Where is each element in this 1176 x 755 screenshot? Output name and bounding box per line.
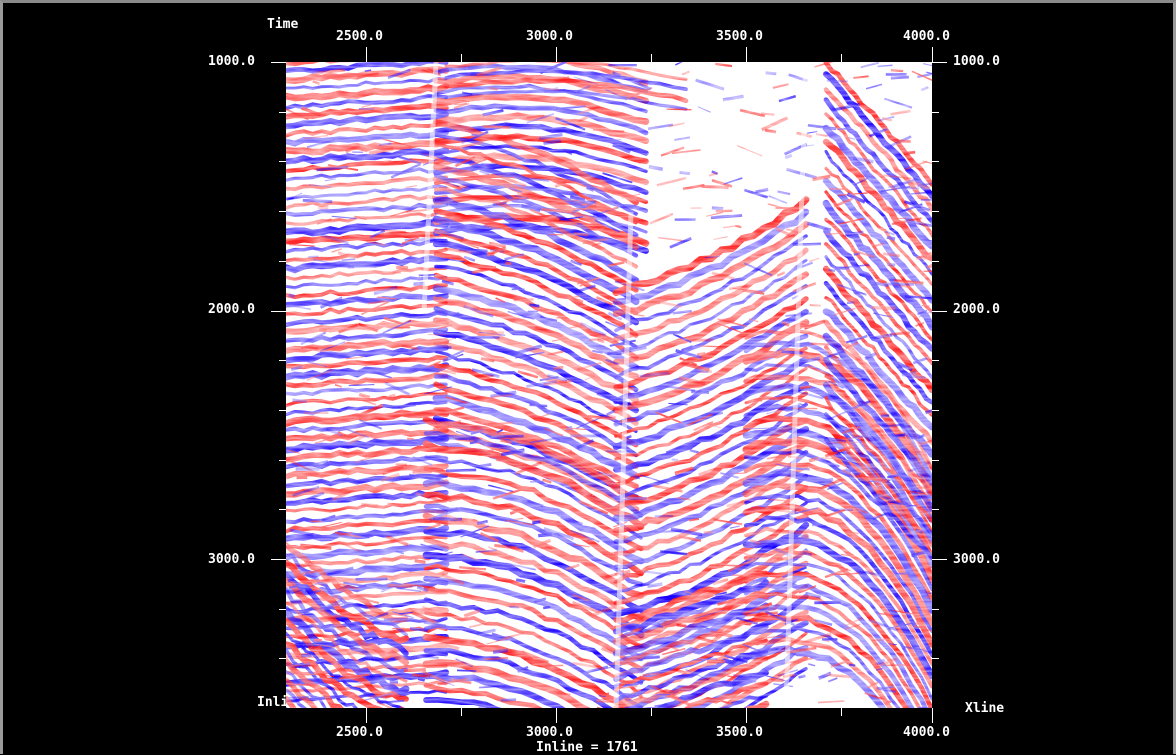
axis-tick xyxy=(932,311,947,312)
x-tick-top-label: 3000.0 xyxy=(526,30,573,44)
seismic-section[interactable] xyxy=(286,62,932,708)
y-tick-right-label: 3000.0 xyxy=(953,553,1000,567)
axis-tick xyxy=(279,161,286,162)
axis-tick xyxy=(279,609,286,610)
xline-axis-title: Xline xyxy=(965,702,1004,716)
axis-tick xyxy=(932,658,939,659)
y-tick-right-label: 2000.0 xyxy=(953,303,1000,317)
time-axis-title: Time xyxy=(267,18,298,32)
axis-tick xyxy=(841,708,842,716)
axis-tick xyxy=(932,211,939,212)
axis-tick xyxy=(932,47,933,62)
x-tick-bottom-label: 4000.0 xyxy=(903,726,950,740)
axis-tick xyxy=(366,708,367,723)
section-label: Inline = 1761 xyxy=(536,741,638,755)
axis-tick xyxy=(556,47,557,62)
y-tick-left-label: 1000.0 xyxy=(208,55,255,69)
axis-tick xyxy=(841,54,842,62)
axis-tick xyxy=(279,360,286,361)
axis-tick xyxy=(932,708,933,723)
axis-tick xyxy=(932,112,939,113)
axis-tick xyxy=(932,559,947,560)
axis-tick xyxy=(461,708,462,716)
axis-tick xyxy=(279,460,286,461)
axis-tick xyxy=(556,708,557,723)
axis-tick xyxy=(932,460,939,461)
x-tick-bottom-label: 3500.0 xyxy=(716,726,763,740)
x-tick-top-label: 3500.0 xyxy=(716,30,763,44)
x-tick-bottom-label: 2500.0 xyxy=(336,726,383,740)
axis-tick xyxy=(271,62,286,63)
axis-tick xyxy=(279,211,286,212)
axis-tick xyxy=(651,708,652,716)
seismic-noise-overlay xyxy=(286,62,932,708)
axis-tick xyxy=(932,360,939,361)
axis-tick xyxy=(746,47,747,62)
axis-tick xyxy=(461,54,462,62)
axis-tick xyxy=(279,509,286,510)
axis-tick xyxy=(271,559,286,560)
axis-tick xyxy=(279,112,286,113)
axis-tick xyxy=(932,161,939,162)
axis-tick xyxy=(271,311,286,312)
axis-tick xyxy=(746,708,747,723)
axis-tick xyxy=(279,410,286,411)
y-tick-left-label: 3000.0 xyxy=(208,553,255,567)
axis-tick xyxy=(279,658,286,659)
axis-tick xyxy=(932,509,939,510)
x-tick-top-label: 4000.0 xyxy=(903,30,950,44)
axis-tick xyxy=(366,47,367,62)
y-tick-right-label: 1000.0 xyxy=(953,55,1000,69)
axis-tick xyxy=(932,62,947,63)
seismic-amplitude-image xyxy=(286,62,932,708)
y-tick-left-label: 2000.0 xyxy=(208,303,255,317)
axis-tick xyxy=(279,261,286,262)
axis-tick xyxy=(932,261,939,262)
axis-tick xyxy=(932,609,939,610)
axis-tick xyxy=(651,54,652,62)
axis-tick xyxy=(932,410,939,411)
x-tick-top-label: 2500.0 xyxy=(336,30,383,44)
x-tick-bottom-label: 3000.0 xyxy=(526,726,573,740)
